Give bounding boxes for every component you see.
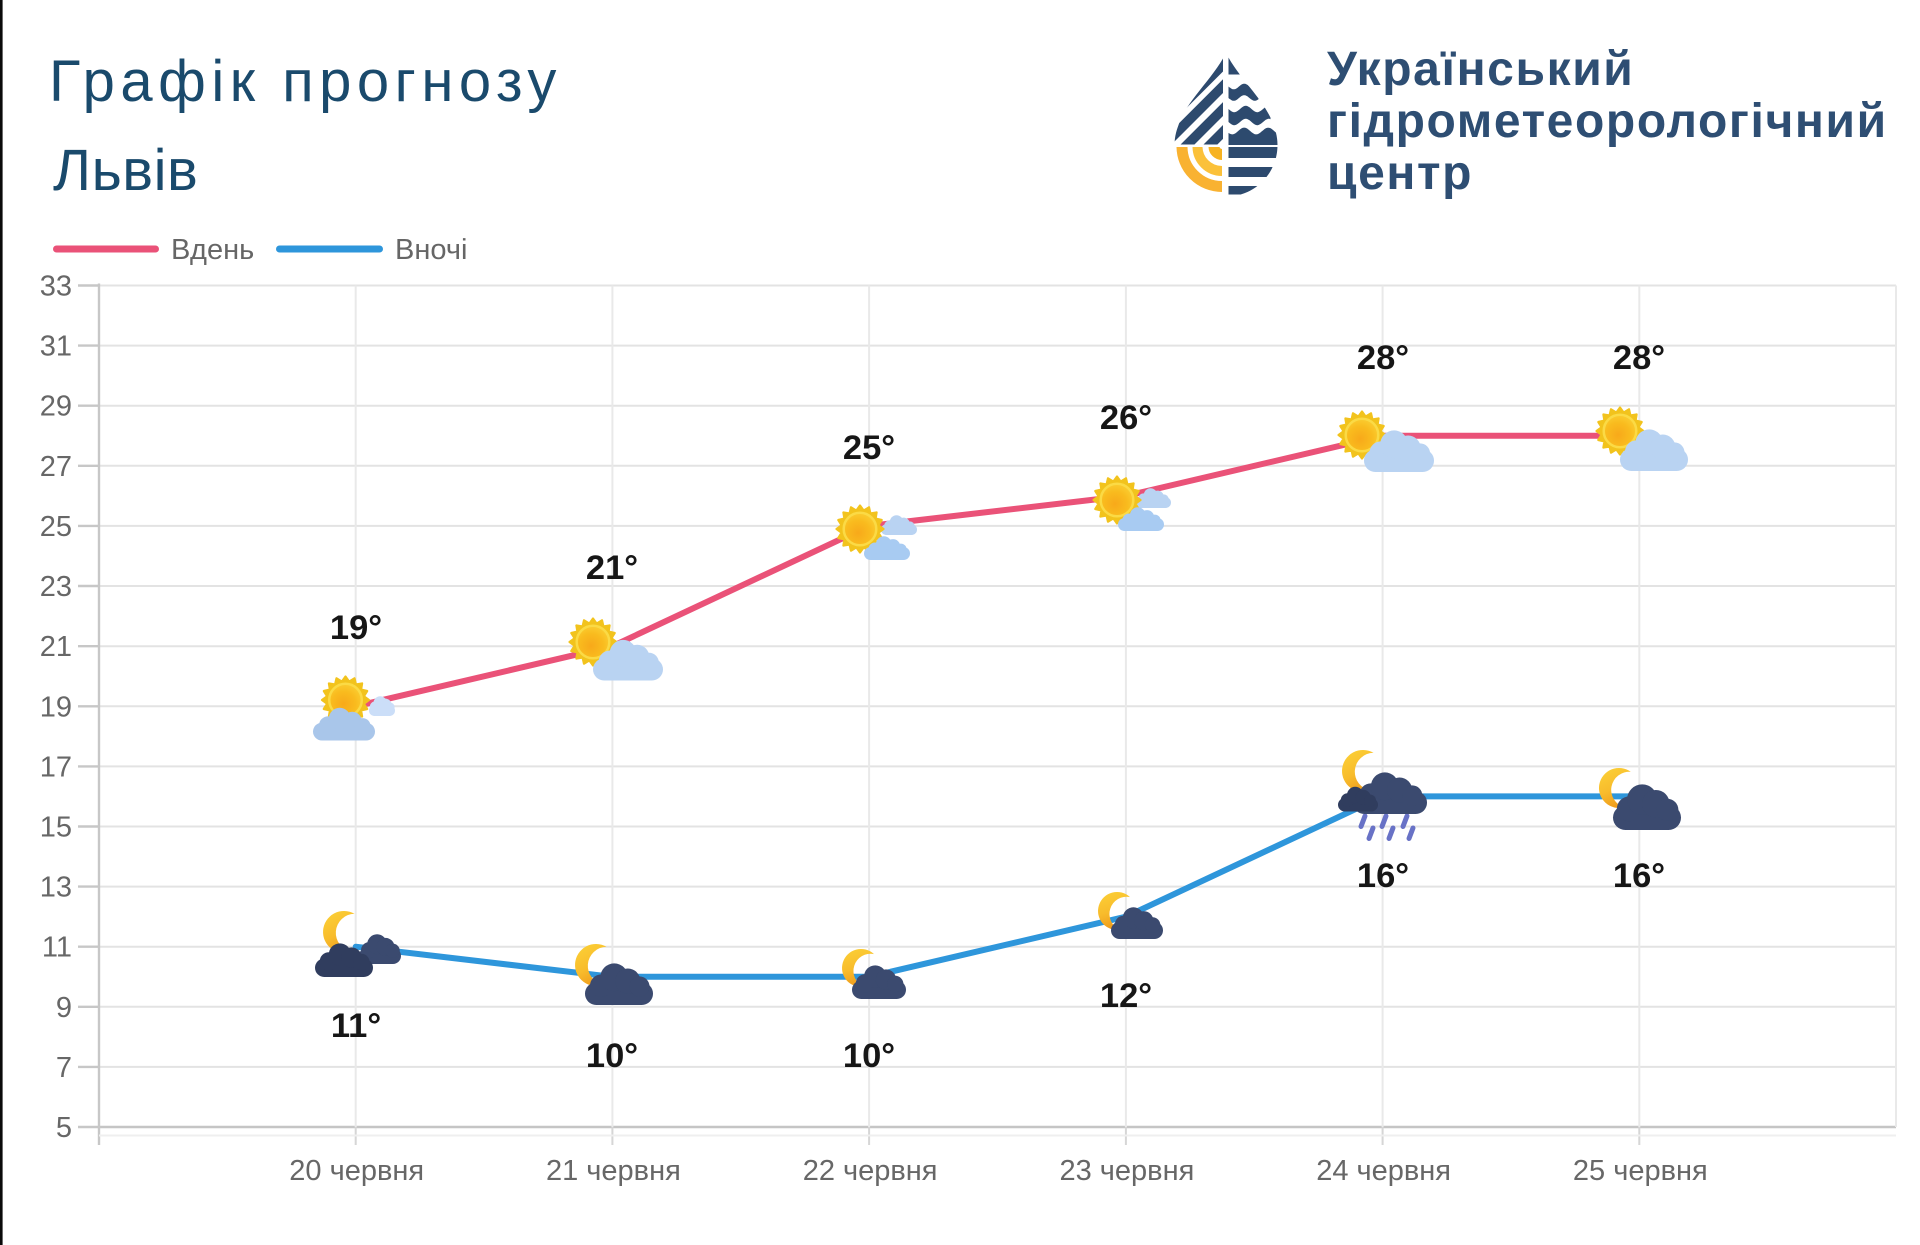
svg-text:Львів: Львів: [53, 138, 198, 203]
svg-text:10°: 10°: [586, 1037, 638, 1075]
svg-text:25°: 25°: [843, 429, 895, 467]
svg-text:19°: 19°: [330, 609, 382, 647]
svg-text:5: 5: [56, 1112, 72, 1144]
svg-text:16°: 16°: [1357, 857, 1409, 895]
svg-text:10°: 10°: [843, 1037, 895, 1075]
svg-text:21°: 21°: [586, 549, 638, 587]
svg-text:22 червня: 22 червня: [803, 1155, 938, 1187]
svg-text:7: 7: [56, 1052, 72, 1084]
svg-text:гідрометеорологічний: гідрометеорологічний: [1327, 95, 1888, 148]
svg-text:21: 21: [40, 631, 72, 663]
svg-text:25: 25: [40, 511, 72, 543]
svg-text:Вночі: Вночі: [395, 234, 467, 266]
svg-text:25 червня: 25 червня: [1573, 1155, 1708, 1187]
svg-text:29: 29: [40, 391, 72, 423]
svg-text:23: 23: [40, 571, 72, 603]
svg-text:11: 11: [42, 932, 72, 964]
svg-text:11°: 11°: [331, 1007, 381, 1045]
svg-text:15: 15: [40, 812, 72, 844]
svg-text:33: 33: [40, 271, 72, 303]
svg-text:центр: центр: [1327, 147, 1473, 200]
svg-text:24 червня: 24 червня: [1316, 1155, 1451, 1187]
svg-text:20 червня: 20 червня: [289, 1155, 424, 1187]
svg-text:16°: 16°: [1613, 857, 1665, 895]
svg-text:26°: 26°: [1100, 399, 1152, 437]
svg-text:9: 9: [56, 992, 72, 1024]
svg-text:Вдень: Вдень: [171, 234, 254, 266]
svg-text:Український: Український: [1327, 43, 1634, 96]
svg-text:28°: 28°: [1357, 339, 1409, 377]
svg-text:23 червня: 23 червня: [1059, 1155, 1194, 1187]
svg-text:28°: 28°: [1613, 339, 1665, 377]
svg-text:21 червня: 21 червня: [546, 1155, 681, 1187]
svg-text:13: 13: [40, 872, 72, 904]
svg-text:17: 17: [40, 751, 72, 783]
svg-text:31: 31: [40, 331, 72, 363]
svg-text:12°: 12°: [1100, 977, 1152, 1015]
svg-text:27: 27: [40, 451, 72, 483]
svg-text:Графік прогнозу: Графік прогнозу: [49, 49, 562, 114]
svg-text:19: 19: [40, 691, 72, 723]
